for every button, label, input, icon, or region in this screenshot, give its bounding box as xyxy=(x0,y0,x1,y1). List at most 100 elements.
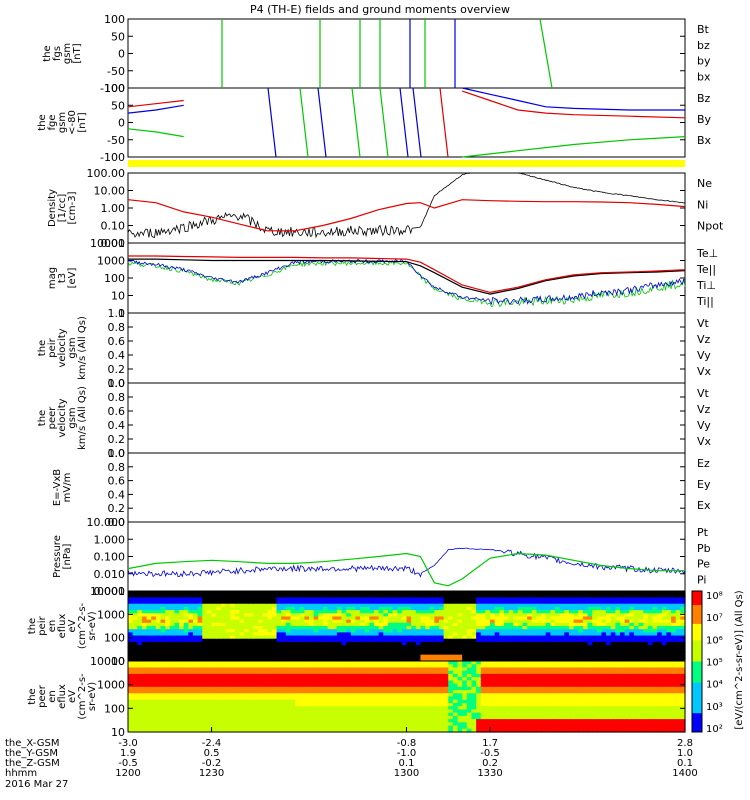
heatmap-cell xyxy=(151,648,157,653)
heatmap-cell xyxy=(244,645,250,649)
heatmap-cell xyxy=(397,654,403,659)
heatmap-cell xyxy=(666,603,672,608)
heatmap-cell xyxy=(536,728,542,733)
heatmap-cell xyxy=(462,641,468,646)
heatmap-cell xyxy=(276,632,282,637)
heatmap-cell xyxy=(629,645,635,649)
heatmap-cell xyxy=(225,641,231,646)
heatmap-cell xyxy=(197,622,203,627)
heatmap-cell xyxy=(169,722,176,727)
heatmap-cell xyxy=(327,654,333,659)
heatmap-cell xyxy=(211,657,217,662)
heatmap-cell xyxy=(299,673,305,678)
heatmap-cell xyxy=(327,657,333,662)
heatmap-cell xyxy=(559,699,565,704)
heatmap-cell xyxy=(253,622,259,627)
heatmap-cell xyxy=(494,606,500,611)
heatmap-cell xyxy=(290,654,296,659)
heatmap-cell xyxy=(429,712,435,717)
heatmap-cell xyxy=(374,600,380,605)
heatmap-cell xyxy=(415,719,422,723)
heatmap-cell xyxy=(629,600,635,605)
heatmap-cell xyxy=(550,610,556,614)
heatmap-cell xyxy=(513,664,519,669)
heatmap-cell xyxy=(174,645,180,649)
heatmap-cell xyxy=(141,603,148,608)
heatmap-cell xyxy=(225,683,231,688)
heatmap-cell xyxy=(281,606,287,611)
heatmap-cell xyxy=(244,664,250,669)
heatmap-cell xyxy=(318,632,324,637)
heatmap-cell xyxy=(179,702,185,707)
heatmap-cell xyxy=(211,603,217,608)
heatmap-cell xyxy=(666,622,672,627)
heatmap-cell xyxy=(508,696,514,701)
heatmap-cell xyxy=(490,622,496,627)
heatmap-cell xyxy=(457,641,463,646)
heatmap-cell xyxy=(146,719,152,723)
heatmap-cell xyxy=(318,725,324,730)
heatmap-cell xyxy=(438,686,445,691)
heatmap-cell xyxy=(462,719,468,723)
heatmap-cell xyxy=(267,686,273,691)
heatmap-cell xyxy=(517,725,524,730)
heatmap-cell xyxy=(420,594,426,598)
heatmap-cell xyxy=(332,635,338,640)
y-tick-label: 1.0 xyxy=(108,307,126,320)
heatmap-cell xyxy=(211,654,217,659)
heatmap-cell xyxy=(281,626,287,630)
heatmap-cell xyxy=(457,591,463,595)
y-tick-label: -50 xyxy=(107,65,125,78)
panel-frame xyxy=(127,452,686,523)
heatmap-cell xyxy=(253,702,259,707)
heatmap-cell xyxy=(443,616,449,621)
heatmap-cell xyxy=(513,603,519,608)
y-tick-label: 0.6 xyxy=(108,335,126,348)
heatmap-cell xyxy=(234,654,240,659)
heatmap-cell xyxy=(179,600,185,605)
heatmap-cell xyxy=(513,693,519,698)
heatmap-cell xyxy=(545,629,551,633)
heatmap-cell xyxy=(411,645,417,649)
heatmap-cell xyxy=(220,661,227,665)
heatmap-cell xyxy=(267,693,273,698)
heatmap-cell xyxy=(132,725,138,730)
heatmap-cell xyxy=(671,645,677,649)
heatmap-cell xyxy=(522,594,528,598)
heatmap-cell xyxy=(485,638,491,643)
heatmap-cell xyxy=(318,686,324,691)
heatmap-cell xyxy=(374,686,380,691)
heatmap-cell xyxy=(165,715,171,720)
heatmap-cell xyxy=(448,667,454,672)
heatmap-cell xyxy=(304,632,310,637)
heatmap-cell xyxy=(429,719,435,723)
heatmap-cell xyxy=(290,645,296,649)
heatmap-cell xyxy=(406,597,412,602)
heatmap-cell xyxy=(253,606,259,611)
heatmap-cell xyxy=(355,683,361,688)
heatmap-cell xyxy=(666,657,672,662)
heatmap-cell xyxy=(378,686,384,691)
heatmap-cell xyxy=(179,635,185,640)
heatmap-cell xyxy=(202,722,208,727)
heatmap-cell xyxy=(568,715,575,720)
heatmap-cell xyxy=(179,616,185,621)
heatmap-cell xyxy=(503,673,510,678)
heatmap-cell xyxy=(165,667,171,672)
heatmap-cell xyxy=(490,677,496,681)
heatmap-cell xyxy=(397,641,403,646)
heatmap-cell xyxy=(151,600,157,605)
heatmap-cell xyxy=(485,619,491,624)
heatmap-cell xyxy=(448,690,454,694)
heatmap-cell xyxy=(299,712,305,717)
heatmap-cell xyxy=(457,680,463,685)
heatmap-cell xyxy=(503,664,510,669)
heatmap-cell xyxy=(206,619,213,624)
heatmap-cell xyxy=(262,677,268,681)
heatmap-cell xyxy=(211,725,217,730)
heatmap-cell xyxy=(364,683,370,688)
heatmap-cell xyxy=(406,683,412,688)
heatmap-cell xyxy=(545,715,551,720)
heatmap-cell xyxy=(615,600,621,605)
heatmap-cell xyxy=(425,603,431,608)
